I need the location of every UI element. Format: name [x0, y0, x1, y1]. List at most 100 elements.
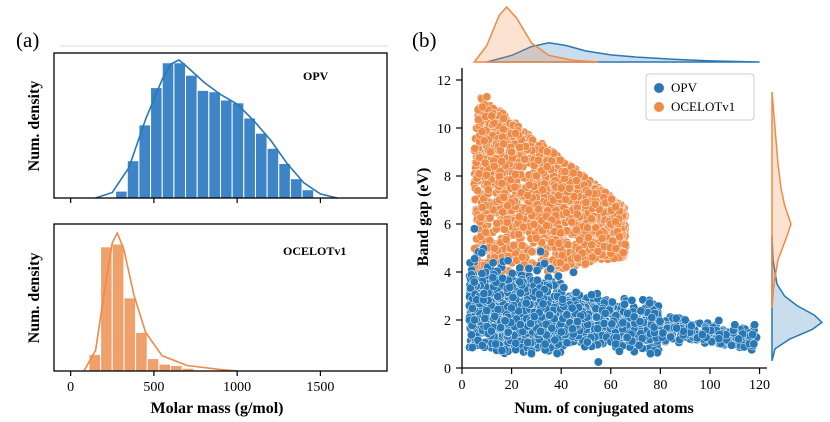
ocelot-point — [503, 201, 513, 211]
ocelot-point — [473, 186, 482, 195]
legend-opv-label: OPV — [671, 80, 698, 95]
opv-point — [498, 273, 508, 283]
ocelot-bar-0 — [88, 353, 102, 372]
ocelot-point — [517, 252, 527, 262]
opv-bar-10 — [231, 102, 245, 199]
opv-bar-6 — [185, 74, 198, 199]
ocelot-point — [554, 191, 564, 200]
ocelot-point — [531, 233, 541, 243]
opv-point — [470, 254, 480, 264]
opv-point — [655, 316, 665, 326]
scatter-xtick-label-1: 20 — [505, 378, 519, 393]
ocelot-point — [527, 247, 537, 257]
ocelot-point — [556, 228, 566, 238]
opv-point — [697, 330, 707, 340]
ocelot-point — [542, 147, 552, 157]
opv-point — [622, 333, 632, 342]
opv-point — [620, 299, 630, 309]
ocelot-point — [611, 202, 620, 212]
opv-point — [573, 317, 582, 327]
opv-point — [545, 310, 555, 320]
ocelot-bar-5 — [146, 358, 160, 372]
ocelot-kde-line — [83, 231, 238, 372]
panel-b-label: (b) — [412, 28, 437, 52]
opv-point — [587, 290, 597, 300]
ocelot-point — [489, 161, 499, 171]
opv-sample-point-5 — [556, 327, 566, 337]
ocelot-point — [492, 218, 502, 228]
opv-point — [505, 283, 515, 292]
ocelot-sample-point-1 — [487, 111, 497, 121]
ocelot-sample-point-2 — [507, 147, 517, 157]
ocelot-point — [615, 232, 625, 242]
ocelot-xtick-label-0: 0 — [67, 380, 74, 395]
ocelot-histogram: OCELOTv1 Num. density 0 500 1000 1500 Molar… — [26, 223, 388, 417]
opv-point — [532, 266, 542, 275]
scatter-xtick-label-4: 80 — [653, 378, 667, 393]
ocelot-point — [477, 127, 487, 137]
opv-point — [562, 338, 572, 348]
ocelot-point — [554, 238, 564, 248]
opv-bar-12 — [254, 132, 268, 199]
opv-point — [734, 334, 744, 344]
ocelot-xtick-label-2: 1000 — [223, 380, 251, 395]
ocelot-point — [515, 142, 525, 152]
ocelot-point — [572, 176, 581, 186]
ocelot-point — [560, 167, 570, 177]
ocelot-point — [514, 230, 524, 239]
opv-point — [559, 283, 569, 293]
opv-point — [488, 273, 498, 283]
ocelot-point — [524, 205, 534, 215]
ocelot-point — [510, 182, 520, 192]
opv-bar-16 — [301, 189, 315, 199]
ocelot-point — [478, 102, 487, 112]
scatter-ytick-label-5: 10 — [437, 122, 451, 137]
scatter-ytick-label-1: 2 — [444, 314, 451, 329]
opv-bar-5 — [173, 62, 187, 199]
opv-point — [571, 288, 581, 298]
opv-sample-point-3 — [507, 303, 517, 313]
scatter-xtick-label-6: 120 — [749, 378, 770, 393]
opv-ylabel: Num. density — [26, 81, 43, 172]
ocelot-point — [607, 194, 617, 204]
ocelot-point — [523, 190, 533, 200]
ocelot-sample-point-4 — [556, 183, 566, 193]
ocelot-point — [533, 155, 543, 165]
opv-point — [479, 289, 489, 299]
ocelot-point — [593, 246, 603, 256]
ocelot-point — [480, 158, 490, 168]
scatter-xtick-label-3: 60 — [604, 378, 618, 393]
ocelot-bar-6 — [158, 363, 172, 372]
opv-point — [607, 319, 617, 329]
opv-point — [636, 306, 646, 316]
opv-point — [567, 303, 577, 313]
scatter-ylabel: Band gap (eV) — [415, 168, 432, 267]
opv-kde-line — [95, 59, 338, 199]
opv-bar-9 — [220, 99, 233, 199]
ocelot-point — [518, 222, 528, 232]
opv-point — [523, 337, 533, 347]
ocelot-bar-3 — [123, 297, 137, 372]
opv-sample-point-4 — [526, 349, 536, 359]
ocelot-point — [502, 217, 512, 227]
ocelot-sample-point-3 — [531, 171, 541, 181]
ocelot-point — [474, 169, 484, 179]
opv-bar-0 — [115, 190, 128, 199]
bandgap-scatter: 0 20 40 60 80 100 120 0 2 4 6 8 10 12 Num. of conjuga… — [415, 5, 824, 417]
scatter-ytick-label-3: 6 — [444, 218, 451, 233]
ocelot-point — [524, 180, 534, 190]
ocelot-point — [490, 243, 500, 253]
ocelot-point — [562, 208, 571, 218]
opv-point — [635, 317, 645, 327]
opv-bar-7 — [196, 89, 210, 199]
opv-point — [749, 339, 759, 349]
ocelot-point — [557, 250, 567, 260]
opv-point — [524, 264, 534, 273]
ocelot-point — [509, 240, 519, 250]
opv-points — [464, 224, 761, 367]
opv-point — [508, 292, 518, 302]
opv-sample-point-6 — [593, 357, 603, 367]
ocelot-point — [542, 162, 552, 172]
opv-point — [500, 316, 510, 326]
opv-sample-point-9 — [680, 315, 690, 325]
